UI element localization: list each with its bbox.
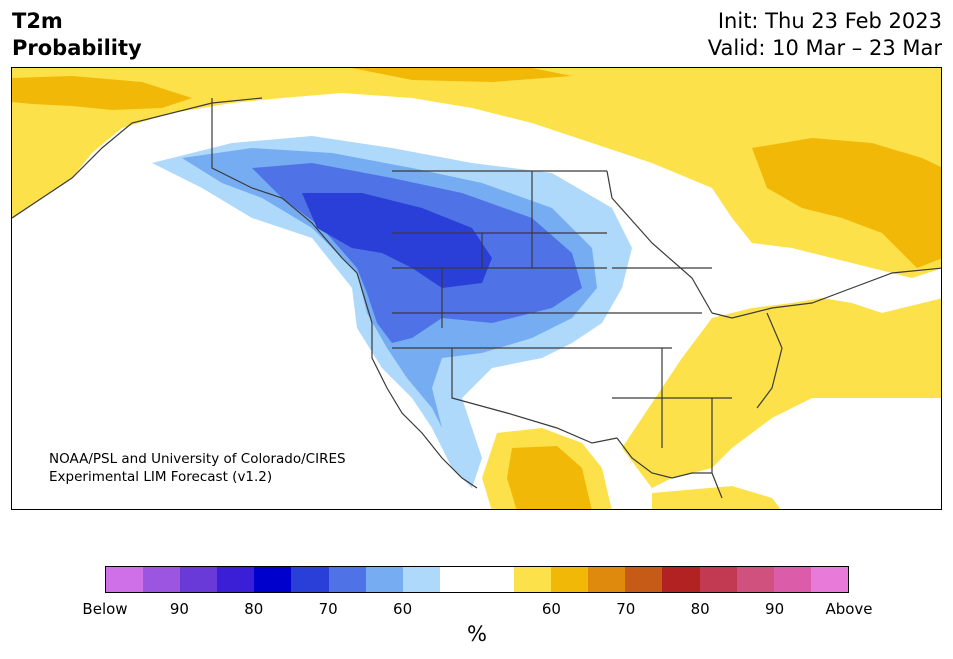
colorbar-swatch — [588, 567, 626, 592]
colorbar-tick-label: 90 — [169, 600, 189, 618]
colorbar-swatch — [143, 567, 181, 592]
colorbar-swatch — [402, 567, 440, 592]
colorbar-swatch — [810, 567, 848, 592]
colorbar — [105, 566, 849, 593]
map-canvas — [12, 68, 941, 509]
colorbar-unit: % — [467, 622, 487, 646]
yellow-70-region-alaska — [12, 76, 192, 110]
colorbar-tick-label: 60 — [541, 600, 561, 618]
title-line-probability: Probability — [12, 36, 142, 60]
colorbar-swatch — [773, 567, 811, 592]
colorbar-swatch — [254, 567, 292, 592]
colorbar-swatch — [217, 567, 255, 592]
colorbar-swatch — [365, 567, 403, 592]
colorbar-swatch — [736, 567, 774, 592]
init-date: Init: Thu 23 Feb 2023 — [717, 9, 942, 33]
valid-range: Valid: 10 Mar – 23 Mar — [707, 36, 942, 60]
colorbar-tick-label: Above — [825, 600, 873, 618]
colorbar-swatch — [328, 567, 366, 592]
yellow-60-region-southeast — [622, 298, 941, 488]
yellow-70-region-mexico — [507, 446, 592, 509]
colorbar-tick-label: 70 — [318, 600, 338, 618]
colorbar-tick-label: 90 — [765, 600, 785, 618]
colorbar-swatch — [514, 567, 552, 592]
colorbar-swatch — [551, 567, 589, 592]
colorbar-swatch — [291, 567, 329, 592]
colorbar-tick-label: 60 — [393, 600, 413, 618]
credit-line-2: Experimental LIM Forecast (v1.2) — [49, 469, 273, 485]
yellow-60-region-north — [12, 68, 941, 278]
blue-80-region — [302, 193, 492, 288]
colorbar-swatch — [439, 567, 477, 592]
colorbar-swatch — [625, 567, 663, 592]
yellow-70-region-arctic — [352, 68, 572, 82]
forecast-dates: Init: Thu 23 Feb 2023 Valid: 10 Mar – 23… — [708, 8, 942, 62]
forecast-map — [11, 67, 942, 510]
colorbar-swatch — [662, 567, 700, 592]
credit-text: NOAA/PSL and University of Colorado/CIRE… — [49, 450, 346, 486]
colorbar-tick-label: 80 — [244, 600, 264, 618]
colorbar-swatch — [180, 567, 218, 592]
colorbar-swatch — [476, 567, 515, 592]
yellow-70-region-east-canada — [752, 138, 941, 268]
yellow-60-region-cuba — [652, 486, 781, 509]
colorbar-swatch — [699, 567, 737, 592]
colorbar-tick-label: 70 — [616, 600, 636, 618]
title-line-variable: T2m — [12, 9, 63, 33]
borders — [12, 97, 941, 499]
colorbar-swatch — [106, 567, 144, 592]
credit-line-1: NOAA/PSL and University of Colorado/CIRE… — [49, 451, 346, 467]
colorbar-tick-label: 80 — [690, 600, 710, 618]
map-title: T2m Probability — [12, 8, 142, 62]
colorbar-tick-label: Below — [82, 600, 128, 618]
